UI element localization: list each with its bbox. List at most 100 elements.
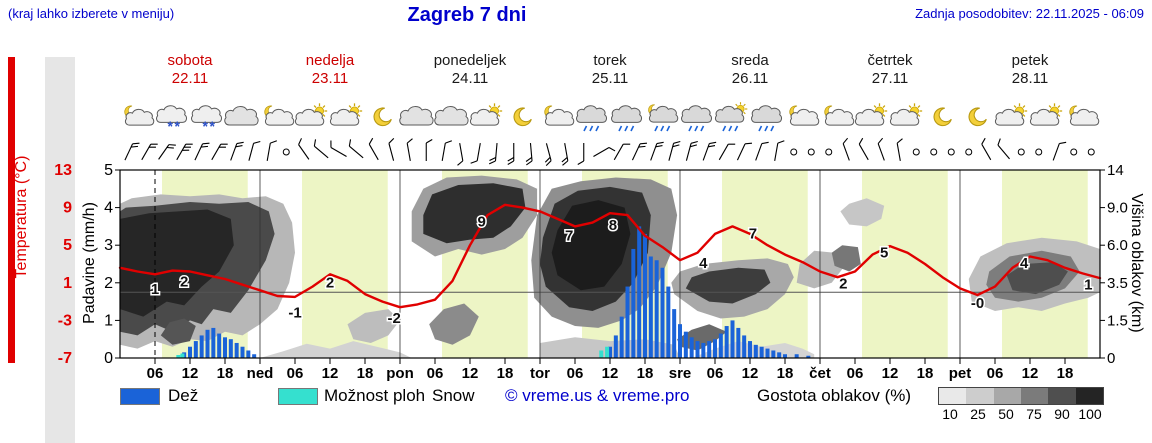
rain-bar bbox=[707, 341, 712, 358]
cloud-area bbox=[160, 318, 196, 345]
rain-bar bbox=[783, 354, 787, 358]
cloud-icon-shape bbox=[1069, 108, 1100, 126]
rain-bar bbox=[211, 327, 216, 358]
cloud-area bbox=[831, 245, 861, 272]
wind-barb-icon bbox=[981, 137, 992, 161]
snow-icon-marks: * bbox=[175, 118, 181, 134]
wind-barb-icon bbox=[348, 139, 364, 159]
rain-icon-marks bbox=[764, 125, 769, 132]
weather-icon-sun-cloud bbox=[329, 103, 363, 126]
moon-icon-shape bbox=[933, 107, 952, 127]
cloud-area bbox=[685, 267, 771, 304]
cloud-area bbox=[120, 209, 234, 317]
x-tick-label: 12 bbox=[182, 365, 199, 382]
rain-icon-marks bbox=[654, 125, 659, 132]
cloud-icon-shape bbox=[434, 106, 469, 126]
temperature-value-label: 2 bbox=[326, 275, 334, 292]
rain-bar bbox=[648, 256, 653, 358]
weather-icon-moon-rain-cloud bbox=[648, 104, 679, 132]
copyright-link[interactable]: © vreme.us & vreme.pro bbox=[505, 386, 690, 405]
cloud-area bbox=[551, 200, 631, 291]
wind-barb-icon bbox=[631, 142, 648, 161]
weather-icon-moon bbox=[968, 107, 987, 127]
wind-calm-icon bbox=[1087, 148, 1095, 156]
cloud-area bbox=[347, 309, 400, 343]
wind-barb-icon bbox=[266, 140, 278, 161]
rain-bar bbox=[228, 339, 233, 358]
wind-barb-icon bbox=[211, 143, 228, 161]
weather-icon-moon-cloud bbox=[824, 105, 855, 126]
weather-icon-cloud bbox=[224, 106, 259, 126]
rain-bar bbox=[683, 331, 688, 358]
rain-bar bbox=[701, 342, 706, 358]
precip-tick-label: 3 bbox=[104, 237, 113, 254]
rain-bar bbox=[724, 326, 729, 358]
wind-barb-icon bbox=[702, 141, 717, 161]
moon-icon-shape bbox=[513, 107, 532, 127]
x-tick-label: 12 bbox=[882, 365, 899, 382]
rain-bar bbox=[619, 316, 624, 358]
showers-bar bbox=[176, 354, 181, 358]
weather-icon-moon-cloud bbox=[124, 105, 155, 126]
x-tick-label: 18 bbox=[777, 365, 794, 382]
temperature-axis-background bbox=[45, 57, 75, 443]
wind-barb-icon bbox=[668, 140, 681, 161]
rain-bar bbox=[643, 233, 647, 358]
x-tick-label: 06 bbox=[707, 365, 724, 382]
rain-bar bbox=[608, 346, 612, 358]
rain-bar bbox=[689, 337, 694, 358]
weather-icon-moon-cloud bbox=[544, 105, 575, 126]
wind-barb-icon bbox=[425, 139, 433, 161]
x-tick-label: pet bbox=[949, 365, 972, 382]
rain-icon-marks bbox=[624, 125, 629, 132]
wind-barb-icon bbox=[525, 142, 533, 166]
wind-calm-icon bbox=[930, 148, 938, 156]
x-tick-label: tor bbox=[530, 365, 550, 382]
wind-barb-icon bbox=[298, 138, 310, 160]
rain-icon-marks bbox=[583, 125, 588, 132]
temp-tick-label: 1 bbox=[63, 275, 72, 292]
rain-bar bbox=[223, 337, 227, 358]
x-tick-label: 18 bbox=[1057, 365, 1074, 382]
weather-icon-moon bbox=[373, 107, 392, 127]
x-tick-label: 06 bbox=[427, 365, 444, 382]
rain-bar bbox=[637, 226, 642, 358]
rain-icon-marks bbox=[722, 125, 727, 132]
x-tick-label: ned bbox=[247, 365, 274, 382]
rain-bar bbox=[234, 342, 239, 358]
weather-icon-sun-cloud bbox=[889, 103, 923, 126]
temperature-value-label: 8 bbox=[609, 217, 617, 234]
rain-bar bbox=[613, 335, 618, 358]
rain-bar bbox=[252, 354, 257, 358]
wind-barb-icon bbox=[650, 141, 664, 161]
rain-bar bbox=[771, 350, 776, 358]
rain-bar bbox=[625, 286, 630, 358]
temperature-axis-colorbar bbox=[8, 57, 15, 363]
rain-icon-marks bbox=[595, 125, 600, 132]
cloud-icon-shape bbox=[789, 108, 820, 126]
x-tick-label: 06 bbox=[147, 365, 164, 382]
wind-calm-icon bbox=[807, 148, 815, 156]
precip-tick-label: 2 bbox=[104, 275, 113, 292]
wind-barb-icon bbox=[176, 143, 193, 161]
temperature-value-label: 7 bbox=[565, 228, 573, 245]
rain-bar bbox=[666, 286, 671, 358]
temperature-value-label: -0 bbox=[971, 295, 984, 312]
wind-barb-icon bbox=[774, 140, 785, 161]
wind-barb-icon bbox=[124, 142, 140, 161]
cloud-icon-shape bbox=[191, 105, 223, 123]
cloud-icon-shape bbox=[469, 108, 500, 126]
cloud-icon-shape bbox=[714, 105, 745, 123]
wind-barb-icon bbox=[507, 143, 515, 165]
wind-barb-icon bbox=[755, 141, 769, 161]
cloud-icon-shape bbox=[889, 108, 920, 126]
cloud-icon-shape bbox=[681, 105, 713, 123]
wind-calm-icon bbox=[790, 148, 798, 156]
wind-barb-icon bbox=[736, 142, 753, 161]
wind-barb-icon bbox=[441, 140, 453, 161]
temp-tick-label: -7 bbox=[58, 350, 72, 367]
rain-icon-marks bbox=[618, 125, 623, 132]
weather-icon-sun-cloud bbox=[469, 103, 503, 126]
x-tick-label: 06 bbox=[287, 365, 304, 382]
